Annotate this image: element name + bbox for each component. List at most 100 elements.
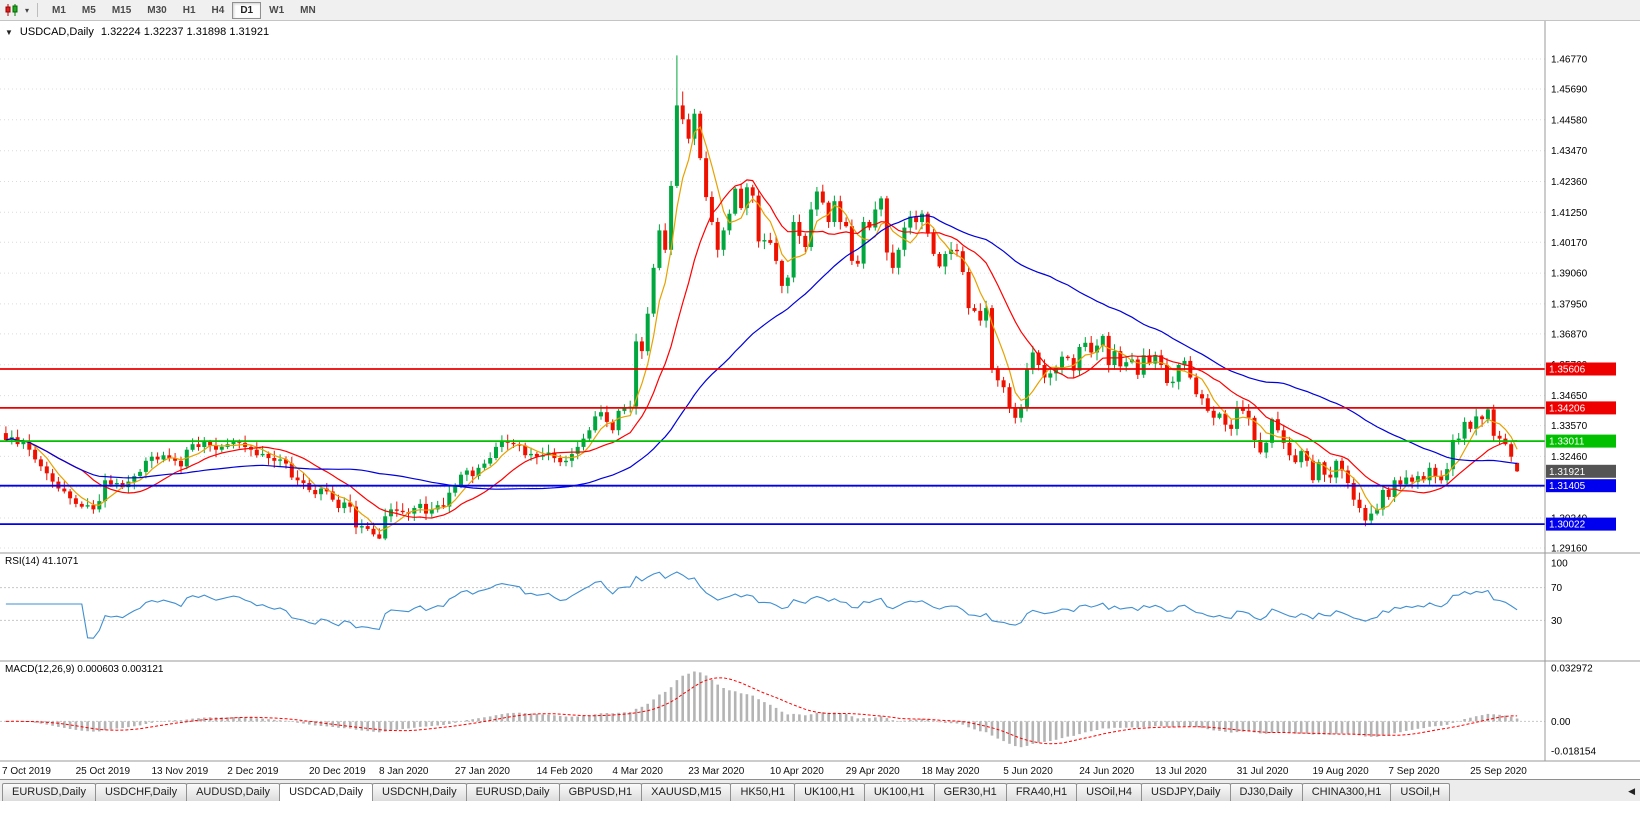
current-price-tag: 1.31921	[1546, 464, 1616, 478]
macd-indicator-label: MACD(12,26,9) 0.000603 0.003121	[5, 664, 164, 675]
date-axis-label[interactable]: 25 Sep 2020	[1470, 766, 1527, 777]
macd-axis-label: -0.018154	[1551, 746, 1596, 757]
chart-tab-gbpusd-h1[interactable]: GBPUSD,H1	[558, 783, 643, 801]
price-axis-label[interactable]: 1.46770	[1551, 55, 1588, 66]
timeframe-button-h1[interactable]: H1	[182, 4, 196, 16]
chart-symbol-label: USDCAD,Daily	[19, 26, 94, 38]
date-axis-label[interactable]: 20 Dec 2019	[309, 766, 366, 777]
price-axis-label[interactable]: 1.43470	[1551, 146, 1588, 157]
date-axis-label[interactable]: 14 Feb 2020	[537, 766, 594, 777]
chart-window: 1.46770 1.45690 1.44580 1.43470 1.42360 1.412…	[0, 21, 1640, 779]
price-level-tag: 1.31405	[1546, 479, 1616, 493]
chart-type-icon[interactable]	[3, 4, 21, 16]
price-axis-label[interactable]: 1.39060	[1551, 269, 1588, 280]
price-axis-label[interactable]: 1.44580	[1551, 115, 1588, 126]
timeframe-button-m30[interactable]: M30	[147, 4, 167, 16]
date-axis-label[interactable]: 8 Jan 2020	[379, 766, 429, 777]
date-axis-label[interactable]: 29 Apr 2020	[846, 766, 900, 777]
chart-tab-uk100-h1[interactable]: UK100,H1	[863, 783, 935, 801]
macd-axis-label: 0.032972	[1551, 663, 1593, 674]
rsi-axis-label: 30	[1551, 616, 1563, 627]
chart-tab-usdchf-daily[interactable]: USDCHF,Daily	[94, 783, 188, 801]
date-axis-label[interactable]: 7 Oct 2019	[2, 766, 51, 777]
svg-text:1.31405: 1.31405	[1549, 481, 1586, 492]
macd-axis-label: 0.00	[1551, 717, 1571, 728]
svg-text:1.34206: 1.34206	[1549, 403, 1586, 414]
svg-text:1.31921: 1.31921	[1549, 467, 1586, 478]
chart-tab-hk50-h1[interactable]: HK50,H1	[730, 783, 796, 801]
price-axis-label[interactable]: 1.42360	[1551, 177, 1588, 188]
chart-tab-fra40-h1[interactable]: FRA40,H1	[1005, 783, 1078, 801]
svg-text:1.30022: 1.30022	[1549, 520, 1586, 531]
price-axis-label[interactable]: 1.34650	[1551, 391, 1588, 402]
price-chart-canvas[interactable]: 1.46770 1.45690 1.44580 1.43470 1.42360 1.412…	[0, 21, 1640, 784]
date-axis-label[interactable]: 7 Sep 2020	[1388, 766, 1440, 777]
tab-scroll-left-icon[interactable]: ◀	[1626, 786, 1637, 797]
chart-ohlc-header: ▼ USDCAD,Daily 1.32224 1.32237 1.31898 1…	[5, 26, 269, 38]
rsi-axis-label: 70	[1551, 583, 1563, 594]
chart-tab-bar: EURUSD,Daily USDCHF,Daily AUDUSD,Daily USDC…	[0, 779, 1640, 801]
chart-tab-audusd-daily[interactable]: AUDUSD,Daily	[186, 783, 281, 801]
chart-tab-eurusd-daily[interactable]: EURUSD,Daily	[2, 783, 96, 801]
chart-ohlc-values: 1.32224 1.32237 1.31898 1.31921	[100, 26, 270, 38]
rsi-indicator-label: RSI(14) 41.1071	[5, 556, 79, 567]
date-axis-label[interactable]: 13 Jul 2020	[1155, 766, 1207, 777]
date-axis-label[interactable]: 2 Dec 2019	[227, 766, 279, 777]
timeframe-button-m5[interactable]: M5	[81, 4, 96, 16]
timeframe-toolbar-buttons: M1 M5 M15 M30 H1 H4 D1 W1 MN	[44, 1, 324, 19]
svg-text:1.33011: 1.33011	[1549, 437, 1585, 448]
chart-tab-usdcnh-daily[interactable]: USDCNH,Daily	[372, 783, 467, 801]
date-axis-label[interactable]: 18 May 2020	[922, 766, 980, 777]
macd-signal-line	[5, 677, 1518, 745]
price-level-tag: 1.33011	[1546, 434, 1616, 448]
chart-tab-usoil-h4[interactable]: USOil,H4	[1076, 783, 1143, 801]
chart-tab-china300-h1[interactable]: CHINA300,H1	[1301, 783, 1392, 801]
chart-tab-usdcad-daily[interactable]: USDCAD,Daily	[279, 783, 374, 801]
date-axis-label[interactable]: 27 Jan 2020	[455, 766, 510, 777]
date-axis-label[interactable]: 10 Apr 2020	[770, 766, 824, 777]
timeframe-button-m15[interactable]: M15	[111, 4, 132, 16]
chart-tab-usoil-h[interactable]: USOil,H	[1390, 783, 1451, 801]
chart-tabs: EURUSD,Daily USDCHF,Daily AUDUSD,Daily USDC…	[2, 783, 1451, 801]
price-axis-label[interactable]: 1.33570	[1551, 421, 1588, 432]
price-axis-label[interactable]: 1.40170	[1551, 238, 1588, 249]
timeframe-button-m1[interactable]: M1	[52, 4, 66, 16]
price-level-tag: 1.34206	[1546, 401, 1616, 415]
timeframe-toolbar: ▾ M1 M5 M15 M30 H1 H4 D1 W1 MN	[0, 0, 1640, 21]
date-axis-label[interactable]: 13 Nov 2019	[152, 766, 209, 777]
date-axis-label[interactable]: 5 Jun 2020	[1003, 766, 1053, 777]
timeframe-button-h4[interactable]: H4	[211, 4, 225, 16]
chart-tab-uk100-h1[interactable]: UK100,H1	[794, 783, 865, 801]
moving-average-line	[5, 179, 1518, 519]
date-axis-label[interactable]: 19 Aug 2020	[1313, 766, 1370, 777]
price-level-tag: 1.35606	[1546, 362, 1616, 376]
chart-tab-xauusd-m15[interactable]: XAUUSD,M15	[641, 783, 732, 801]
status-bar	[0, 801, 1640, 839]
date-axis-label[interactable]: 24 Jun 2020	[1079, 766, 1134, 777]
rsi-line	[5, 571, 1518, 639]
date-axis-label[interactable]: 25 Oct 2019	[76, 766, 131, 777]
timeframe-button-d1[interactable]: D1	[232, 1, 262, 19]
chart-tab-eurusd-daily[interactable]: EURUSD,Daily	[465, 783, 560, 801]
toolbar-separator	[37, 3, 39, 17]
chart-tab-usdjpy-daily[interactable]: USDJPY,Daily	[1141, 783, 1231, 801]
date-axis-label[interactable]: 31 Jul 2020	[1237, 766, 1289, 777]
price-axis-label[interactable]: 1.29160	[1551, 544, 1588, 555]
date-axis-label[interactable]: 4 Mar 2020	[612, 766, 663, 777]
chart-tab-ger30-h1[interactable]: GER30,H1	[933, 783, 1007, 801]
date-axis-label[interactable]: 23 Mar 2020	[688, 766, 745, 777]
price-axis-label[interactable]: 1.37950	[1551, 299, 1588, 310]
timeframe-button-w1[interactable]: W1	[269, 4, 285, 16]
rsi-axis-label: 100	[1551, 559, 1568, 570]
chart-tab-dj30-daily[interactable]: DJ30,Daily	[1229, 783, 1303, 801]
moving-average-line	[5, 215, 1518, 490]
indicator-collapse-icon[interactable]: ▼	[5, 27, 13, 37]
toolbar-dropdown-caret-icon[interactable]: ▾	[25, 5, 30, 15]
price-axis-label[interactable]: 1.41250	[1551, 208, 1588, 219]
timeframe-button-mn[interactable]: MN	[300, 4, 316, 16]
svg-text:1.35606: 1.35606	[1549, 365, 1586, 376]
price-axis-label[interactable]: 1.36870	[1551, 329, 1588, 340]
price-axis-label[interactable]: 1.45690	[1551, 85, 1588, 96]
price-axis-label[interactable]: 1.32460	[1551, 452, 1588, 463]
